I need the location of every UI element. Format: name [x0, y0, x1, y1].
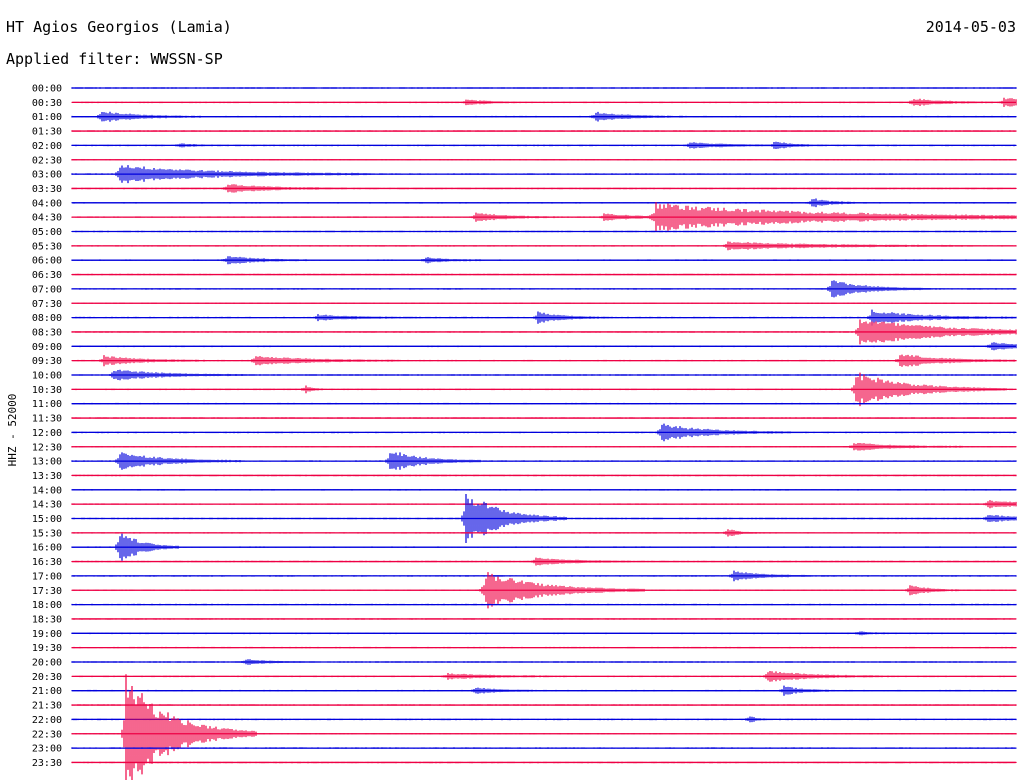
trace-time-label: 23:30: [32, 758, 62, 769]
trace-time-label: 19:00: [32, 629, 62, 640]
trace-time-label: 06:00: [32, 256, 62, 267]
trace-time-label: 15:30: [32, 528, 62, 539]
trace-time-label: 20:00: [32, 658, 62, 669]
trace-time-label: 01:00: [32, 112, 62, 123]
trace-time-label: 23:00: [32, 744, 62, 755]
trace-time-label: 14:00: [32, 485, 62, 496]
trace-time-label: 11:30: [32, 414, 62, 425]
trace-time-label: 06:30: [32, 270, 62, 281]
station-title: HT Agios Georgios (Lamia): [6, 18, 232, 36]
trace-time-label: 01:30: [32, 127, 62, 138]
trace-time-label: 18:30: [32, 614, 62, 625]
trace-time-label: 07:00: [32, 284, 62, 295]
trace-time-label: 05:00: [32, 227, 62, 238]
filter-label: Applied filter: WWSSN-SP: [6, 50, 223, 68]
trace-time-label: 16:30: [32, 557, 62, 568]
trace-time-label: 04:00: [32, 198, 62, 209]
trace-time-label: 11:00: [32, 399, 62, 410]
trace-time-label: 19:30: [32, 643, 62, 654]
trace-time-label: 09:00: [32, 342, 62, 353]
trace-time-label: 12:30: [32, 442, 62, 453]
trace-time-label: 02:00: [32, 141, 62, 152]
trace-time-label: 03:00: [32, 170, 62, 181]
trace-time-label: 10:00: [32, 371, 62, 382]
trace-time-label: 20:30: [32, 672, 62, 683]
trace-time-label: 00:30: [32, 98, 62, 109]
trace-time-label: 21:30: [32, 701, 62, 712]
trace-time-label: 12:00: [32, 428, 62, 439]
trace-time-label: 08:00: [32, 313, 62, 324]
trace-time-label: 09:30: [32, 356, 62, 367]
trace-time-label: 17:00: [32, 571, 62, 582]
trace-time-label: 02:30: [32, 155, 62, 166]
trace-time-label: 22:00: [32, 715, 62, 726]
trace-time-label: 15:00: [32, 514, 62, 525]
trace-time-label: 18:00: [32, 600, 62, 611]
trace-time-label: 04:30: [32, 213, 62, 224]
trace-time-label: 10:30: [32, 385, 62, 396]
trace-time-label: 16:00: [32, 543, 62, 554]
date-label: 2014-05-03: [925, 18, 1016, 36]
trace-time-label: 22:30: [32, 729, 62, 740]
trace-time-label: 08:30: [32, 327, 62, 338]
trace-time-label: 14:30: [32, 500, 62, 511]
trace-time-label: 21:00: [32, 686, 62, 697]
trace-time-label: 07:30: [32, 299, 62, 310]
trace-time-label: 03:30: [32, 184, 62, 195]
trace-time-label: 05:30: [32, 241, 62, 252]
trace-time-label: 13:30: [32, 471, 62, 482]
trace-time-label: 17:30: [32, 586, 62, 597]
trace-time-label: 00:00: [32, 84, 62, 95]
trace-time-label: 13:00: [32, 457, 62, 468]
